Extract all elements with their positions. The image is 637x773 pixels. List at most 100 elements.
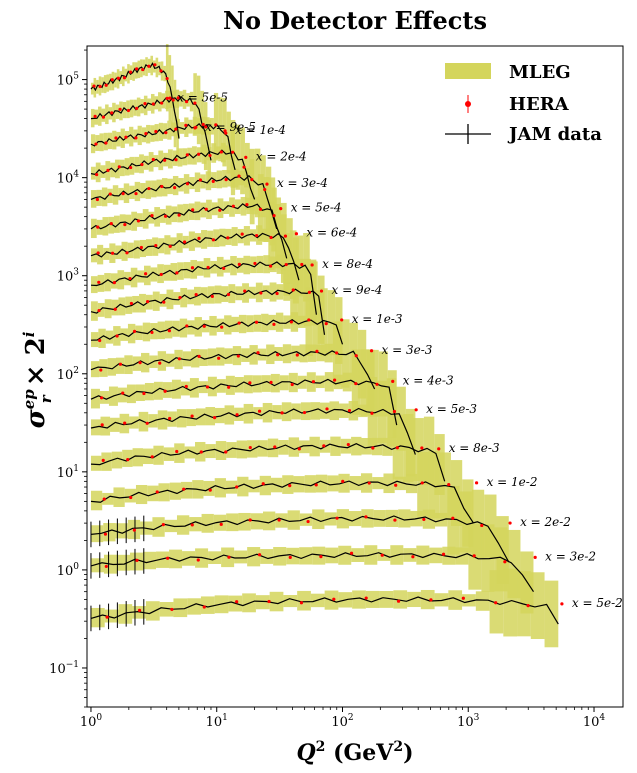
hera-point [371, 446, 375, 450]
hera-point [237, 262, 241, 266]
mleg-band-segment [361, 509, 374, 528]
mleg-band-segment [163, 264, 171, 281]
hera-point [307, 318, 311, 322]
hera-point [150, 214, 154, 218]
mleg-band-segment [105, 330, 114, 344]
hera-point [95, 172, 99, 177]
mleg-band-segment [211, 202, 218, 216]
hera-point [273, 445, 277, 449]
curve-label: x = 8e-4 [322, 257, 373, 271]
hera-point [135, 558, 139, 562]
hera-point [190, 266, 195, 270]
hera-point [197, 152, 201, 156]
hera-point [138, 361, 142, 365]
mleg-band-segment [135, 484, 148, 505]
mleg-band-segment [310, 402, 320, 420]
curve-label: x = 3e-3 [382, 343, 433, 357]
mleg-band-segment [263, 511, 276, 531]
hera-point [199, 450, 203, 454]
mleg-band-segment [173, 598, 188, 618]
hera-point [162, 300, 166, 304]
hera-point [151, 102, 155, 106]
mleg-band-segment [154, 207, 161, 227]
mleg-band-segment [200, 596, 215, 614]
mleg-band-segment [98, 328, 106, 348]
hera-point [494, 601, 498, 605]
mleg-band-segment [116, 131, 121, 147]
mleg-band-segment [90, 490, 103, 511]
mleg-band-segment [221, 286, 229, 302]
mleg-band-segment [312, 509, 325, 530]
mleg-band-segment [151, 180, 157, 198]
mleg-band-segment [315, 375, 325, 389]
hera-point [154, 243, 158, 248]
mleg-band-segment [124, 488, 136, 503]
hera-point [146, 300, 150, 304]
mleg-band-segment [213, 514, 227, 531]
mleg-band-segment [215, 441, 227, 460]
hera-point [101, 115, 106, 119]
mleg-band-segment [184, 446, 196, 459]
hera-point [144, 131, 148, 136]
hera-point [257, 409, 262, 413]
mleg-band-segment [182, 551, 196, 566]
hera-point [142, 391, 146, 396]
mleg-band-segment [187, 598, 201, 615]
mleg-band-segment [133, 129, 138, 143]
mleg-band-segment [278, 440, 289, 455]
hera-point [175, 449, 179, 454]
mleg-band-segment [118, 604, 133, 624]
mleg-band-segment [162, 382, 172, 398]
mleg-band-segment [90, 607, 105, 628]
hera-point [129, 495, 133, 500]
mleg-band-segment [216, 318, 225, 333]
mleg-band-segment [447, 485, 460, 555]
hera-point [104, 564, 108, 569]
mleg-band-segment [90, 166, 96, 180]
hera-point [227, 385, 231, 389]
hera-point [364, 596, 368, 600]
hera-point [136, 219, 141, 223]
curve-label: x = 3e-2 [545, 549, 596, 563]
mleg-band-segment [133, 240, 140, 259]
hera-point [227, 555, 231, 559]
mleg-band-segment [206, 199, 212, 220]
hera-point [167, 329, 171, 333]
mleg-band-segment [99, 133, 104, 152]
mleg-band-segment [98, 106, 102, 126]
mleg-band-segment [503, 568, 518, 637]
mleg-band-segment [351, 548, 365, 562]
mleg-band-segment [95, 162, 101, 183]
mleg-band-segment [187, 320, 195, 335]
hera-point [243, 289, 247, 293]
hera-point [319, 555, 323, 559]
hera-point [163, 158, 167, 162]
mleg-band-segment [132, 448, 143, 467]
hera-point [110, 251, 115, 255]
hera-point [322, 444, 326, 448]
mleg-band-segment [147, 98, 151, 111]
hera-point [143, 102, 147, 106]
mleg-band-segment [134, 181, 141, 202]
hera-point [204, 207, 208, 211]
hera-point [284, 262, 288, 267]
hera-point [190, 523, 194, 527]
mleg-band-segment [117, 387, 127, 403]
mleg-band-segment [167, 411, 177, 427]
mleg-band-segment [367, 377, 378, 446]
legend-swatch-band [445, 63, 491, 79]
mleg-band-segment [257, 440, 268, 457]
mleg-band-segment [160, 209, 166, 223]
hera-point [223, 129, 227, 133]
hera-point [97, 280, 101, 284]
mleg-band-segment [224, 405, 235, 425]
mleg-band-segment [475, 591, 490, 611]
hera-point [367, 481, 371, 485]
x-tick-label: 103 [457, 713, 480, 730]
mleg-band-segment [341, 319, 350, 388]
mleg-band-segment [192, 146, 197, 165]
hera-point [141, 67, 145, 72]
hera-point [319, 289, 324, 293]
mleg-band-segment [205, 444, 216, 459]
mleg-band-segment [188, 231, 195, 251]
